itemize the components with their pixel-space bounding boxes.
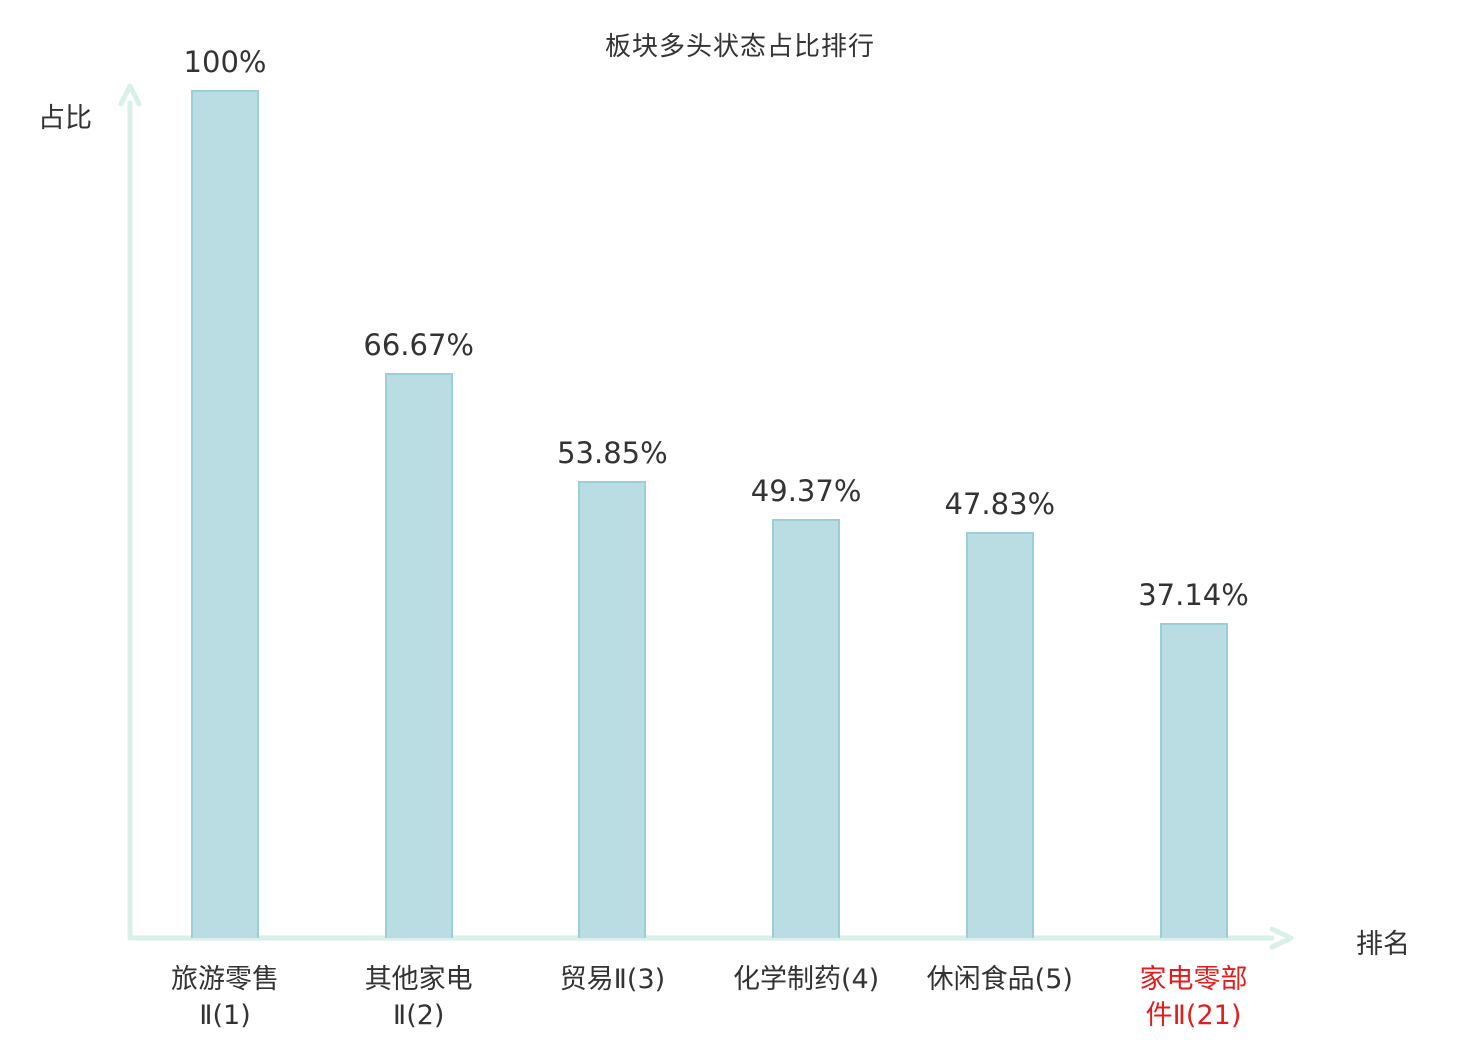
bar-category-label: 化学制药(4) (732, 964, 880, 995)
bar (578, 481, 647, 938)
bar-value-label: 49.37% (750, 474, 862, 509)
bar-value-label: 53.85% (557, 436, 668, 471)
bar (384, 372, 453, 938)
bar (191, 90, 259, 938)
bar (965, 532, 1034, 938)
bar-category-label: 休闲食品(5) (926, 964, 1073, 995)
x-axis-label: 排名 (1356, 929, 1410, 960)
y-axis-label: 占比 (38, 103, 92, 134)
bar-value-label: 66.67% (363, 327, 474, 362)
bar-value-label: 47.83% (944, 487, 1056, 522)
bar-category-label: 其他家电 Ⅱ(2) (364, 964, 473, 1031)
chart-title: 板块多头状态占比排行 (604, 32, 875, 62)
bar-category-label: 贸易Ⅱ(3) (559, 964, 666, 995)
y-axis-arrowhead-icon (118, 83, 142, 107)
bar-category-label: 家电零部 件Ⅱ(21) (1139, 964, 1248, 1031)
bar-category-label: 旅游零售 Ⅱ(1) (171, 964, 279, 1031)
bar-value-label: 100% (183, 45, 267, 79)
bar (1159, 623, 1228, 938)
bar (772, 519, 841, 938)
x-axis-arrowhead-icon (1269, 926, 1294, 950)
bar-value-label: 37.14% (1138, 578, 1249, 613)
